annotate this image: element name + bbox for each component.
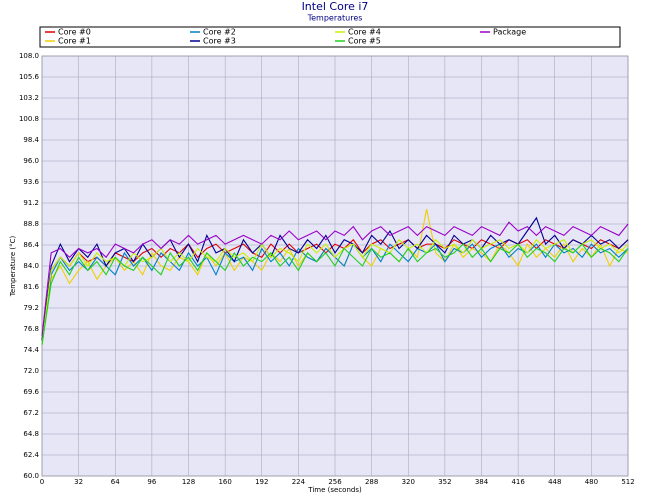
- y-tick-label: 76.8: [23, 325, 39, 333]
- y-axis-label: Temperature (°C): [9, 236, 17, 298]
- y-tick-label: 84.0: [23, 262, 39, 270]
- legend-label: Core #5: [348, 37, 381, 46]
- y-tick-label: 96.0: [23, 157, 39, 165]
- legend-label: Package: [493, 28, 526, 37]
- x-tick-label: 384: [475, 478, 489, 486]
- y-tick-label: 100.8: [19, 115, 39, 123]
- chart-subtitle: Temperatures: [307, 14, 363, 23]
- series-line: [41, 238, 629, 341]
- y-tick-label: 64.8: [23, 430, 39, 438]
- y-tick-label: 88.8: [23, 220, 39, 228]
- legend-label: Core #0: [58, 28, 91, 37]
- y-tick-label: 74.4: [23, 346, 39, 354]
- y-tick-label: 103.2: [19, 94, 39, 102]
- legend-label: Core #1: [58, 37, 91, 46]
- x-tick-label: 480: [585, 478, 598, 486]
- x-axis-label: Time (seconds): [307, 486, 362, 494]
- y-tick-label: 93.6: [23, 178, 39, 186]
- y-tick-label: 105.6: [19, 73, 40, 81]
- legend-box: [39, 26, 621, 48]
- x-tick-label: 192: [255, 478, 268, 486]
- x-tick-label: 128: [182, 478, 195, 486]
- chart-title: Intel Core i7: [302, 0, 369, 13]
- x-tick-label: 288: [365, 478, 378, 486]
- x-tick-label: 512: [621, 478, 634, 486]
- y-tick-label: 91.2: [23, 199, 39, 207]
- y-tick-label: 60.0: [23, 472, 39, 480]
- legend-label: Core #4: [348, 28, 381, 37]
- legend-label: Core #3: [203, 37, 236, 46]
- x-tick-label: 352: [438, 478, 451, 486]
- y-tick-label: 67.2: [23, 409, 39, 417]
- series-line: [41, 238, 629, 345]
- legend-label: Core #2: [203, 28, 236, 37]
- y-tick-label: 86.4: [23, 241, 39, 249]
- y-tick-label: 62.4: [23, 451, 39, 459]
- x-tick-label: 160: [218, 478, 231, 486]
- x-tick-label: 256: [328, 478, 342, 486]
- x-tick-label: 320: [402, 478, 415, 486]
- x-tick-label: 64: [111, 478, 120, 486]
- y-tick-label: 81.6: [23, 283, 39, 291]
- y-tick-label: 69.6: [23, 388, 39, 396]
- y-tick-label: 79.2: [23, 304, 39, 312]
- x-tick-label: 224: [292, 478, 306, 486]
- y-tick-label: 108.0: [19, 52, 39, 60]
- y-tick-label: 98.4: [23, 136, 39, 144]
- series-line: [41, 216, 629, 341]
- x-tick-label: 0: [40, 478, 44, 486]
- series-line: [41, 243, 629, 345]
- series-line: [41, 221, 629, 337]
- y-tick-label: 72.0: [23, 367, 39, 375]
- x-tick-label: 96: [147, 478, 156, 486]
- x-tick-label: 416: [511, 478, 525, 486]
- x-tick-label: 448: [548, 478, 561, 486]
- x-tick-label: 32: [74, 478, 83, 486]
